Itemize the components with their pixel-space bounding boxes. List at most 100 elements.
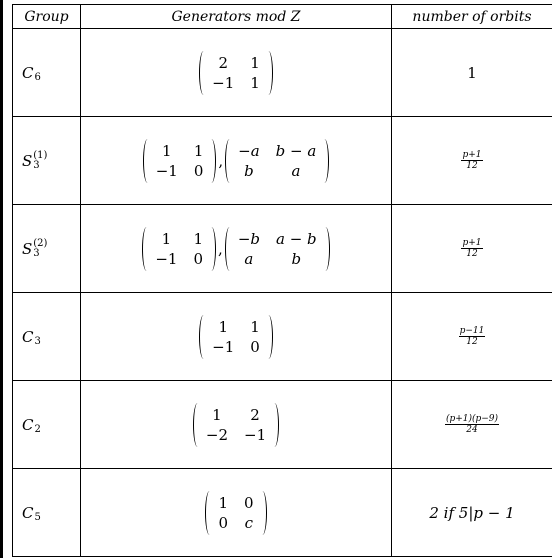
matrix-entry: 1	[212, 405, 222, 424]
matrix-entry: −a	[238, 141, 260, 160]
matrix-entry: a	[244, 249, 254, 268]
matrix-entry: −1	[155, 249, 178, 268]
paren-right	[264, 50, 273, 95]
matrix-entry: 1	[161, 229, 172, 248]
denominator: 24	[466, 425, 478, 435]
group-sup: (2)	[33, 237, 48, 249]
paren-left	[142, 138, 152, 183]
group-scripts: 3	[34, 335, 41, 347]
fraction: (p+1)(p−9) 24	[444, 414, 500, 435]
matrix-entry: 1	[218, 493, 228, 512]
matrix: 1 2 −2 −1	[192, 402, 280, 447]
orbits-text: 1	[467, 63, 477, 82]
group-sub: 3	[34, 335, 41, 347]
paren-right	[264, 314, 273, 359]
orbits-text: 2 if 5|p − 1	[429, 503, 515, 522]
matrix-entries: 1 1 −1 0	[151, 229, 207, 269]
orbits-cell: p+1 12	[391, 116, 552, 205]
orbits-cell: (p+1)(p−9) 24	[391, 380, 552, 469]
paren-left	[199, 314, 208, 359]
header-cell: number of orbits	[391, 4, 552, 29]
paren-left	[142, 226, 151, 271]
header-text: Generators mod Z	[171, 8, 301, 25]
matrix-entry: 0	[218, 513, 228, 532]
numerator: (p+1)(p−9)	[444, 414, 500, 425]
matrix: 1 1 −1 0	[142, 138, 217, 183]
orbits-cell: 2 if 5|p − 1	[391, 468, 552, 557]
matrix-entry: −1	[155, 161, 178, 180]
group-sub: 3	[33, 159, 40, 171]
group-scripts: 6	[34, 71, 41, 83]
group-sub: 5	[34, 511, 41, 523]
paren-right	[321, 226, 330, 271]
paren-left	[205, 490, 214, 535]
matrix-entries: 1 1 −1 0	[152, 141, 208, 181]
group-scripts: (1) 3	[33, 149, 48, 171]
group-base: C	[22, 503, 34, 522]
paren-left	[224, 226, 234, 271]
matrix-entry: −2	[205, 425, 228, 444]
matrix: 2 1 −1 1	[199, 50, 273, 95]
matrix-entries: −b a − b a b	[234, 229, 321, 269]
fraction: p+1 12	[461, 150, 483, 171]
matrix-entry: a − b	[275, 229, 317, 248]
generators-cell: 1 1 −1 0	[80, 292, 392, 381]
group-scripts: 2	[34, 424, 40, 435]
group-sub: 6	[34, 71, 41, 83]
matrix-entries: 1 2 −2 −1	[202, 405, 270, 445]
paren-right	[320, 138, 330, 183]
header-cell: Group	[12, 4, 81, 29]
denominator: 12	[466, 337, 478, 347]
paren-right	[258, 490, 267, 535]
separator: ,	[218, 239, 223, 258]
matrix-entry: −1	[244, 425, 267, 444]
paren-right	[207, 226, 217, 271]
matrix-entry: 0	[244, 493, 254, 512]
group-sup: (1)	[33, 149, 48, 161]
group-cell: S (1) 3	[12, 116, 81, 205]
paren-left	[225, 138, 234, 183]
matrix-entry: 1	[218, 317, 228, 336]
denominator: 12	[466, 161, 478, 171]
numerator: p+1	[461, 238, 483, 249]
matrix-entry: 1	[250, 73, 260, 92]
matrix-entry: −1	[212, 337, 235, 356]
matrix-entries: 1 1 −1 0	[208, 317, 264, 357]
group-sub: 3	[33, 247, 40, 259]
header-text: Group	[24, 8, 69, 25]
matrix-entry: 1	[161, 141, 172, 160]
numerator: p+1	[461, 150, 483, 161]
orbits-cell: p−11 12	[391, 292, 552, 381]
matrix-entry: 1	[193, 141, 204, 160]
paren-left	[199, 50, 208, 95]
matrix-entry: 2	[218, 53, 228, 72]
matrix-entry: b	[291, 249, 302, 268]
orbits-cell: p+1 12	[391, 204, 552, 293]
matrix-entry: c	[244, 513, 253, 532]
matrix: −a b − a b a	[225, 138, 330, 183]
group-cell: S (2) 3	[12, 204, 81, 293]
group-base: C	[22, 415, 34, 434]
matrix-entry: 0	[193, 161, 204, 180]
group-scripts: 5	[34, 511, 41, 523]
generators-cell: 1 2 −2 −1	[80, 380, 392, 469]
matrix-entry: −b	[237, 229, 260, 248]
paren-left	[192, 402, 202, 447]
matrix-entry: b − a	[275, 141, 317, 160]
matrix-entries: −a b − a b a	[234, 141, 320, 181]
matrix-entries: 2 1 −1 1	[208, 53, 264, 93]
paren-right	[207, 138, 217, 183]
matrix: 1 1 −1 0	[142, 226, 217, 271]
matrix: −b a − b a b	[224, 226, 330, 271]
matrix-entry: 1	[250, 317, 260, 336]
generators-cell: 2 1 −1 1	[80, 28, 392, 117]
fraction: p+1 12	[461, 238, 483, 259]
